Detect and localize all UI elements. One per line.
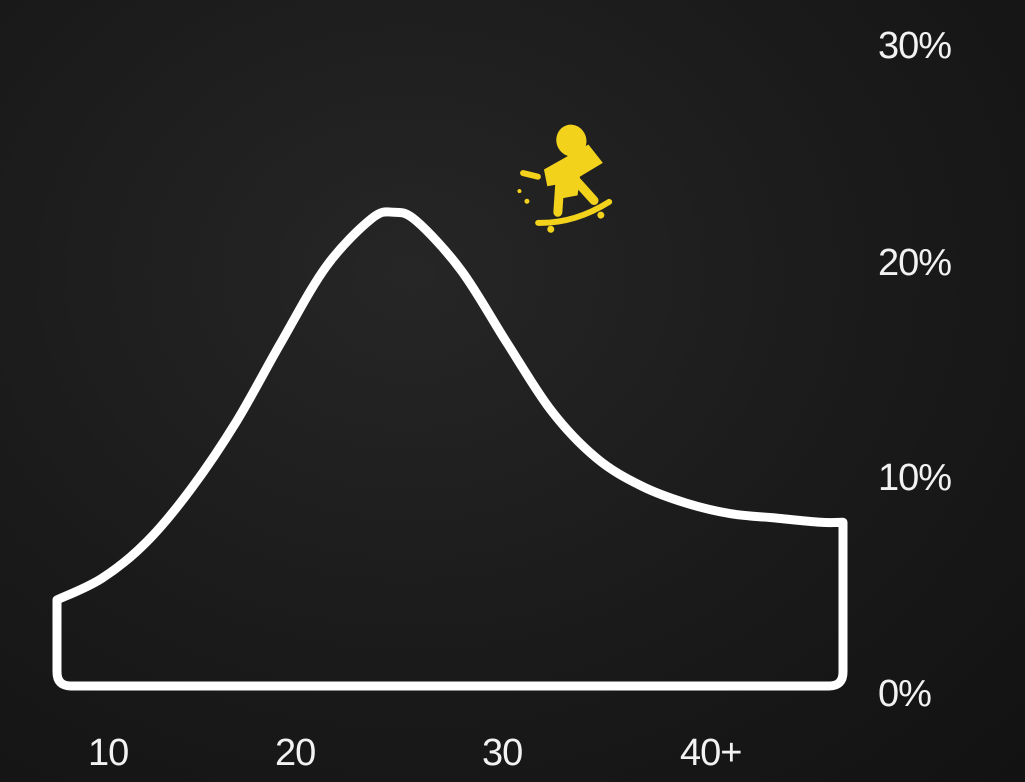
x-axis-ticks: 10 20 30 40+ bbox=[88, 732, 742, 774]
x-tick-label: 20 bbox=[275, 732, 315, 774]
y-tick-label: 10% bbox=[878, 457, 951, 499]
y-tick-label: 30% bbox=[878, 25, 951, 67]
y-axis-ticks: 30% 20% 10% 0% bbox=[878, 25, 952, 715]
y-tick-label: 20% bbox=[878, 242, 951, 284]
skateboarder-icon bbox=[517, 124, 613, 233]
x-tick-label: 10 bbox=[88, 732, 128, 774]
x-tick-label: 30 bbox=[482, 732, 522, 774]
area-series-outline bbox=[52, 207, 848, 691]
x-tick-label: 40+ bbox=[680, 732, 741, 774]
y-tick-label: 0% bbox=[878, 673, 931, 715]
